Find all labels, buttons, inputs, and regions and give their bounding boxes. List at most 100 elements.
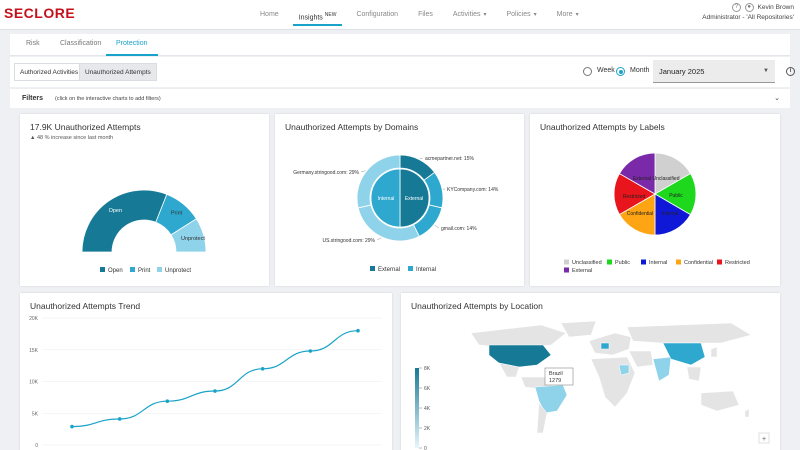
legend-label-external: External	[378, 267, 400, 273]
trend-point	[260, 367, 265, 371]
trend-point	[308, 349, 313, 353]
outer-slice-label: US.stringood.com: 29%	[322, 238, 375, 244]
card-location: Unauthorized Attempts by Location Brazil…	[401, 293, 780, 450]
main-nav: Home Insights NEW Configuration Files Ac…	[250, 0, 589, 30]
nav-more[interactable]: More ▾	[556, 11, 579, 18]
card-unauthorized-total: 17.9K Unauthorized Attempts ▲ 48 % incre…	[20, 114, 269, 286]
map-middle-east	[628, 350, 654, 368]
map-india	[652, 356, 672, 382]
nav-configuration[interactable]: Configuration	[356, 11, 399, 18]
tab-risk[interactable]: Risk	[26, 40, 40, 47]
seclore-logo[interactable]: SECLORE	[4, 5, 76, 21]
trend-point	[165, 399, 170, 403]
legend-swatch	[676, 259, 681, 265]
month-select-value: January 2025	[659, 67, 705, 76]
chevron-down-icon[interactable]: ⌄	[774, 95, 780, 102]
card-title: Unauthorized Attempts Trend	[30, 301, 141, 311]
legend-swatch	[717, 259, 722, 265]
y-tick-label: 10K	[29, 380, 39, 386]
pie-slice-label: Confidential	[627, 211, 653, 217]
chevron-down-icon: ▾	[575, 12, 579, 18]
pie-slice-label: Restricted	[623, 194, 646, 200]
nav-policies[interactable]: Policies ▾	[506, 11, 537, 18]
half-donut-slice-open	[81, 189, 168, 253]
month-label: Month	[630, 67, 650, 74]
outer-slice-label: gmail.com: 14%	[441, 226, 477, 232]
user-avatar-icon[interactable]: ●	[744, 3, 754, 12]
y-tick-label: 15K	[29, 348, 39, 354]
nav-files[interactable]: Files	[418, 11, 433, 18]
caret-down-icon: ▼	[763, 68, 769, 74]
pie-slice-restricted	[613, 173, 656, 215]
color-scale-bar	[415, 368, 419, 448]
sub-toolbar: Authorized Activities Unauthorized Attem…	[10, 57, 795, 87]
info-icon[interactable]: i	[786, 67, 795, 76]
world-map[interactable]: Brazil 1279 0 2K 4K 6K 8K +	[401, 293, 780, 450]
nav-insights[interactable]: Insights NEW	[292, 0, 343, 30]
outer-slice-label: Germany.stringood.com: 29%	[293, 170, 359, 176]
y-tick-label: 20K	[29, 316, 39, 322]
filters-hint: (click on the interactive charts to add …	[55, 96, 161, 102]
map-tooltip	[544, 367, 574, 386]
pie-slice-external	[618, 152, 656, 195]
half-donut-chart[interactable]: Open Print Unprotect Open Print Unprotect	[20, 114, 269, 286]
filters-bar[interactable]: Filters (click on the interactive charts…	[10, 88, 790, 108]
tab-protection[interactable]: Protection	[106, 34, 158, 56]
map-japan	[710, 346, 718, 358]
pie-slice-unclassified	[654, 152, 692, 195]
help-icon[interactable]: ?	[731, 3, 741, 12]
user-role: Administrator - 'All Repositories'	[702, 14, 794, 22]
top-bar: SECLORE Home Insights NEW Configuration …	[0, 0, 800, 30]
map-new-zealand	[744, 408, 750, 418]
legend-swatch	[408, 266, 413, 271]
nav-activities[interactable]: Activities ▾	[452, 11, 487, 18]
tab-bar: Risk Classification Protection	[10, 34, 790, 56]
half-donut-slice-label: Open	[109, 208, 122, 214]
pie-slice-label: Internal	[662, 211, 679, 217]
half-donut-slice-label: Print	[171, 211, 183, 217]
authorized-activities-button[interactable]: Authorized Activities	[14, 63, 85, 81]
tab-classification[interactable]: Classification	[60, 40, 102, 47]
legend-label-internal: Internal	[416, 267, 436, 273]
trend-line-chart[interactable]: 0 5K 10K 15K 20K	[20, 293, 392, 450]
legend-label-external: External	[572, 268, 592, 274]
inner-slice-internal	[370, 168, 401, 228]
legend-swatch	[607, 259, 612, 265]
nav-home[interactable]: Home	[260, 11, 279, 18]
map-usa	[488, 344, 552, 368]
card-title: Unauthorized Attempts by Domains	[285, 122, 419, 132]
half-donut-slice-unprotect	[170, 218, 207, 253]
user-menu[interactable]: ? ● Kevin Brown Administrator - 'All Rep…	[702, 3, 794, 23]
card-title: Unauthorized Attempts by Location	[411, 301, 543, 311]
unauthorized-attempts-button[interactable]: Unauthorized Attempts	[79, 63, 157, 81]
trend-point	[356, 328, 360, 333]
scale-tick-label: 8K	[424, 366, 431, 372]
card-title: 17.9K Unauthorized Attempts	[30, 122, 141, 132]
legend-swatch	[564, 259, 569, 265]
map-mexico	[498, 362, 520, 378]
user-name: Kevin Brown	[757, 4, 795, 12]
map-zoom-in-button	[758, 432, 770, 444]
legend-label-internal: Internal	[649, 260, 667, 266]
legend-swatch	[130, 267, 135, 272]
card-title: Unauthorized Attempts by Labels	[540, 122, 665, 132]
chevron-down-icon: ▾	[533, 12, 537, 18]
outer-slice-label: acmepartner.net: 15%	[425, 156, 474, 162]
trend-point	[70, 424, 74, 429]
labels-pie-chart[interactable]: Unclassified Public Internal Confidential Re…	[530, 114, 780, 286]
nested-donut-chart[interactable]: acmepartner.net: 15% KYCompany.com: 14% gm…	[275, 114, 524, 286]
month-radio[interactable]	[616, 67, 625, 76]
outer-slice	[356, 154, 401, 209]
month-select[interactable]: January 2025 ▼	[653, 60, 775, 83]
legend-label-confidential: Confidential	[684, 260, 713, 266]
half-donut-slice-label: Unprotect	[181, 236, 205, 242]
map-greenland	[560, 320, 597, 338]
y-tick-label: 0	[35, 443, 38, 449]
map-southeast-asia	[686, 366, 702, 382]
chevron-down-icon: ▾	[483, 12, 487, 18]
scale-tick-label: 2K	[424, 426, 431, 432]
map-china	[662, 342, 706, 366]
y-tick-label: 5K	[32, 411, 39, 417]
map-germany	[600, 342, 610, 350]
week-radio[interactable]	[583, 67, 592, 76]
